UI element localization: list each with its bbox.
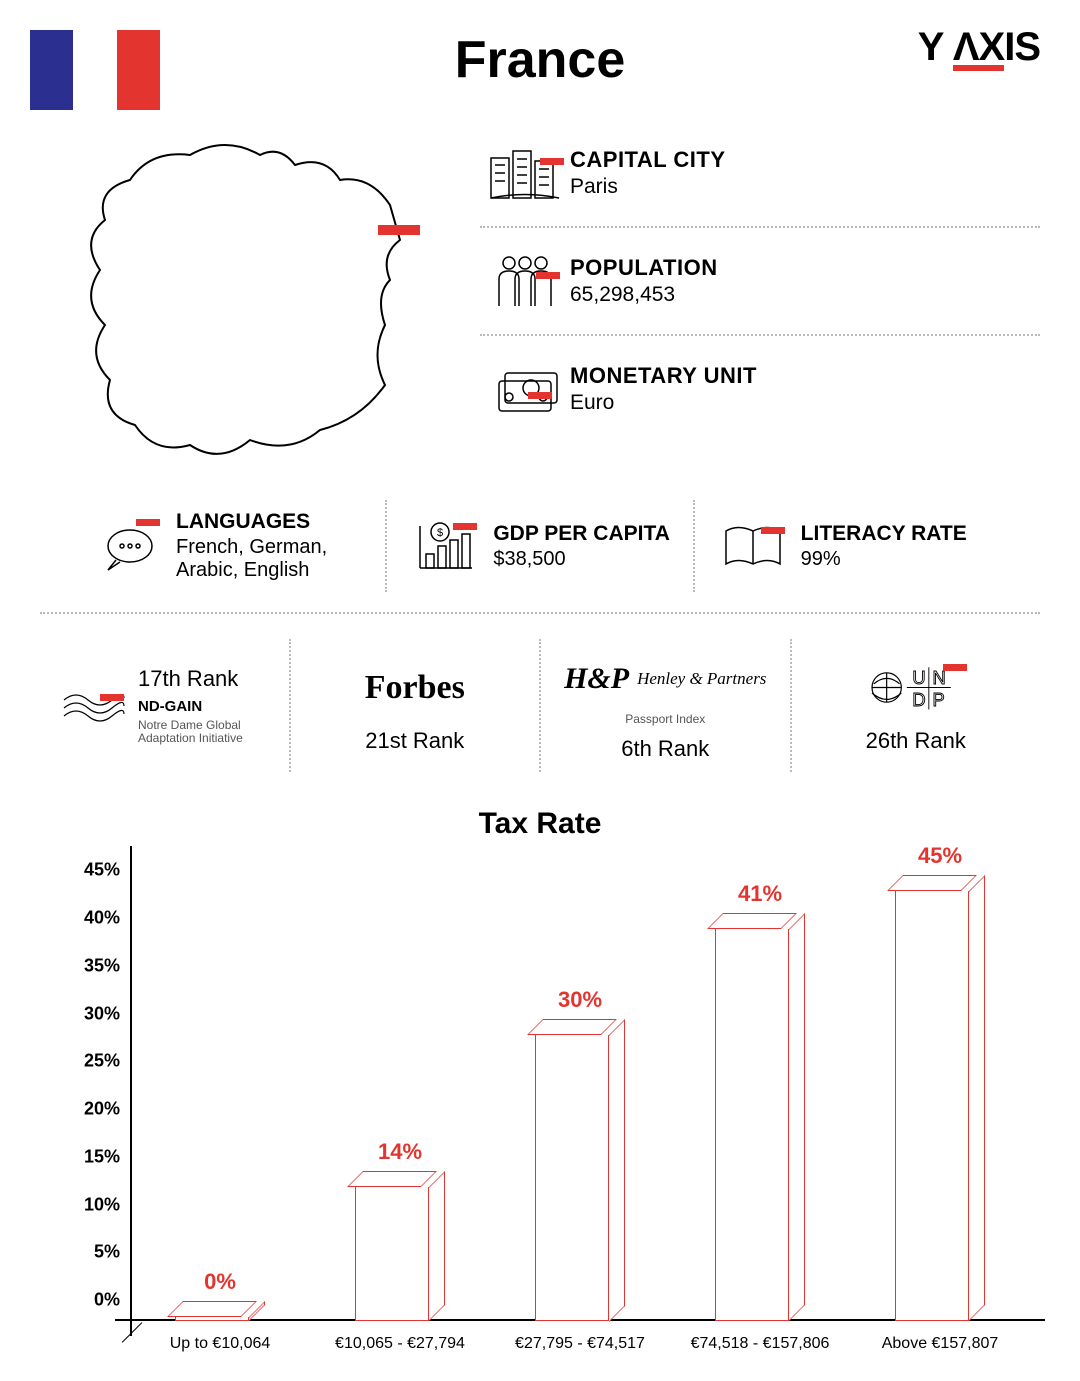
ndgain-rank: 17th Rank <box>138 666 238 692</box>
y-tick: 45% <box>50 860 120 881</box>
ndgain-icon <box>58 676 128 736</box>
undp-rank: 26th Rank <box>866 728 966 754</box>
bar-value-label: 0% <box>145 1269 295 1295</box>
bar-bracket-label: Up to €10,064 <box>130 1321 310 1353</box>
fact-languages: LANGUAGES French, German, Arabic, Englis… <box>80 500 387 592</box>
y-tick: 40% <box>50 907 120 928</box>
bar-bracket-label: €10,065 - €27,794 <box>310 1321 490 1353</box>
fact-currency: MONETARY UNIT Euro <box>480 336 1040 442</box>
henley-rank: 6th Rank <box>621 736 709 762</box>
languages-label: LANGUAGES <box>176 510 367 534</box>
literacy-value: 99% <box>801 548 967 571</box>
henley-brand: Henley & Partners <box>637 669 766 689</box>
y-tick: 25% <box>50 1051 120 1072</box>
fact-population: POPULATION 65,298,453 <box>480 228 1040 336</box>
undp-logo: UN DP <box>861 658 971 718</box>
y-tick: 5% <box>50 1242 120 1263</box>
gdp-label: GDP PER CAPITA <box>493 522 670 546</box>
bar-bracket-label: Above €157,807 <box>850 1321 1030 1353</box>
icon-accent-dash <box>540 158 564 165</box>
icon-accent-dash <box>761 527 785 534</box>
book-icon <box>713 511 793 581</box>
forbes-logo: Forbes <box>365 658 465 718</box>
fact-literacy: LITERACY RATE 99% <box>695 500 1000 592</box>
capital-value: Paris <box>570 175 726 199</box>
svg-text:D: D <box>912 689 925 710</box>
bar-value-label: 14% <box>325 1139 475 1165</box>
svg-text:$: $ <box>437 527 443 539</box>
svg-text:U: U <box>912 667 925 688</box>
yaxis-logo: Y ΛXIS <box>918 25 1040 71</box>
bar-bracket-label: €74,518 - €157,806 <box>670 1321 850 1353</box>
population-value: 65,298,453 <box>570 283 718 307</box>
ndgain-brand: ND-GAIN <box>138 698 202 715</box>
bar: 30%€27,795 - €74,517 <box>535 1035 625 1322</box>
map-accent-dash <box>378 225 420 235</box>
literacy-label: LITERACY RATE <box>801 522 967 546</box>
svg-text:P: P <box>932 689 944 710</box>
bar: 45%Above €157,807 <box>895 891 985 1321</box>
bar: 14%€10,065 - €27,794 <box>355 1187 445 1321</box>
currency-value: Euro <box>570 391 757 415</box>
forbes-rank: 21st Rank <box>365 728 464 754</box>
bar-value-label: 41% <box>685 881 835 907</box>
france-outline-icon <box>40 120 440 480</box>
bar-value-label: 45% <box>865 843 1015 869</box>
chart-title: Tax Rate <box>0 807 1080 841</box>
facts-row-2: LANGUAGES French, German, Arabic, Englis… <box>40 490 1040 614</box>
money-icon <box>480 354 570 424</box>
capital-label: CAPITAL CITY <box>570 147 726 173</box>
icon-accent-dash <box>136 519 160 526</box>
fact-capital: CAPITAL CITY Paris <box>480 120 1040 228</box>
icon-accent-dash <box>536 272 560 279</box>
bar: 41%€74,518 - €157,806 <box>715 929 805 1321</box>
bar-bracket-label: €27,795 - €74,517 <box>490 1321 670 1353</box>
chart-bars: 0%Up to €10,064 14%€10,065 - €27,794 30%€2… <box>130 861 1030 1321</box>
y-tick: 35% <box>50 955 120 976</box>
tax-rate-chart: 0%Up to €10,06414%€10,065 - €27,79430%€2… <box>50 861 1030 1381</box>
languages-value: French, German, Arabic, English <box>176 536 367 582</box>
speech-icon <box>98 511 168 581</box>
city-icon <box>480 138 570 208</box>
ndgain-subtitle: Notre Dame Global Adaptation Initiative <box>138 719 271 745</box>
icon-accent-dash <box>528 392 552 399</box>
y-tick: 10% <box>50 1194 120 1215</box>
top-facts: CAPITAL CITY Paris POPULATION 65,298,453 <box>480 120 1040 490</box>
bar-value-label: 30% <box>505 987 655 1013</box>
henley-subtitle: Passport Index <box>625 713 705 726</box>
icon-accent-dash <box>100 694 124 701</box>
rank-ndgain: 17th Rank ND-GAIN Notre Dame Global Adap… <box>40 639 291 772</box>
rank-henley: H&P Henley & Partners Passport Index 6th… <box>541 639 792 772</box>
y-tick: 15% <box>50 1146 120 1167</box>
fact-gdp: $ GDP PER CAPITA $38,500 <box>387 500 694 592</box>
bar: 0%Up to €10,064 <box>175 1317 265 1321</box>
icon-accent-dash <box>943 664 967 671</box>
y-tick: 20% <box>50 1099 120 1120</box>
map-and-facts: CAPITAL CITY Paris POPULATION 65,298,453 <box>0 110 1080 490</box>
gdp-chart-icon: $ <box>405 511 485 581</box>
currency-label: MONETARY UNIT <box>570 363 757 389</box>
y-tick: 0% <box>50 1290 120 1311</box>
icon-accent-dash <box>453 523 477 530</box>
rank-forbes: Forbes 21st Rank <box>291 639 542 772</box>
gdp-value: $38,500 <box>493 548 670 571</box>
henley-logo: H&P Henley & Partners <box>564 649 766 709</box>
header: France Y ΛXIS <box>0 0 1080 110</box>
y-tick: 30% <box>50 1003 120 1024</box>
country-map <box>40 120 480 490</box>
people-icon <box>480 246 570 316</box>
chart-axes: 0%Up to €10,064 14%€10,065 - €27,794 30%€2… <box>130 861 1030 1321</box>
rankings-row: 17th Rank ND-GAIN Notre Dame Global Adap… <box>40 639 1040 772</box>
population-label: POPULATION <box>570 255 718 281</box>
rank-undp: UN DP 26th Rank <box>792 639 1041 772</box>
